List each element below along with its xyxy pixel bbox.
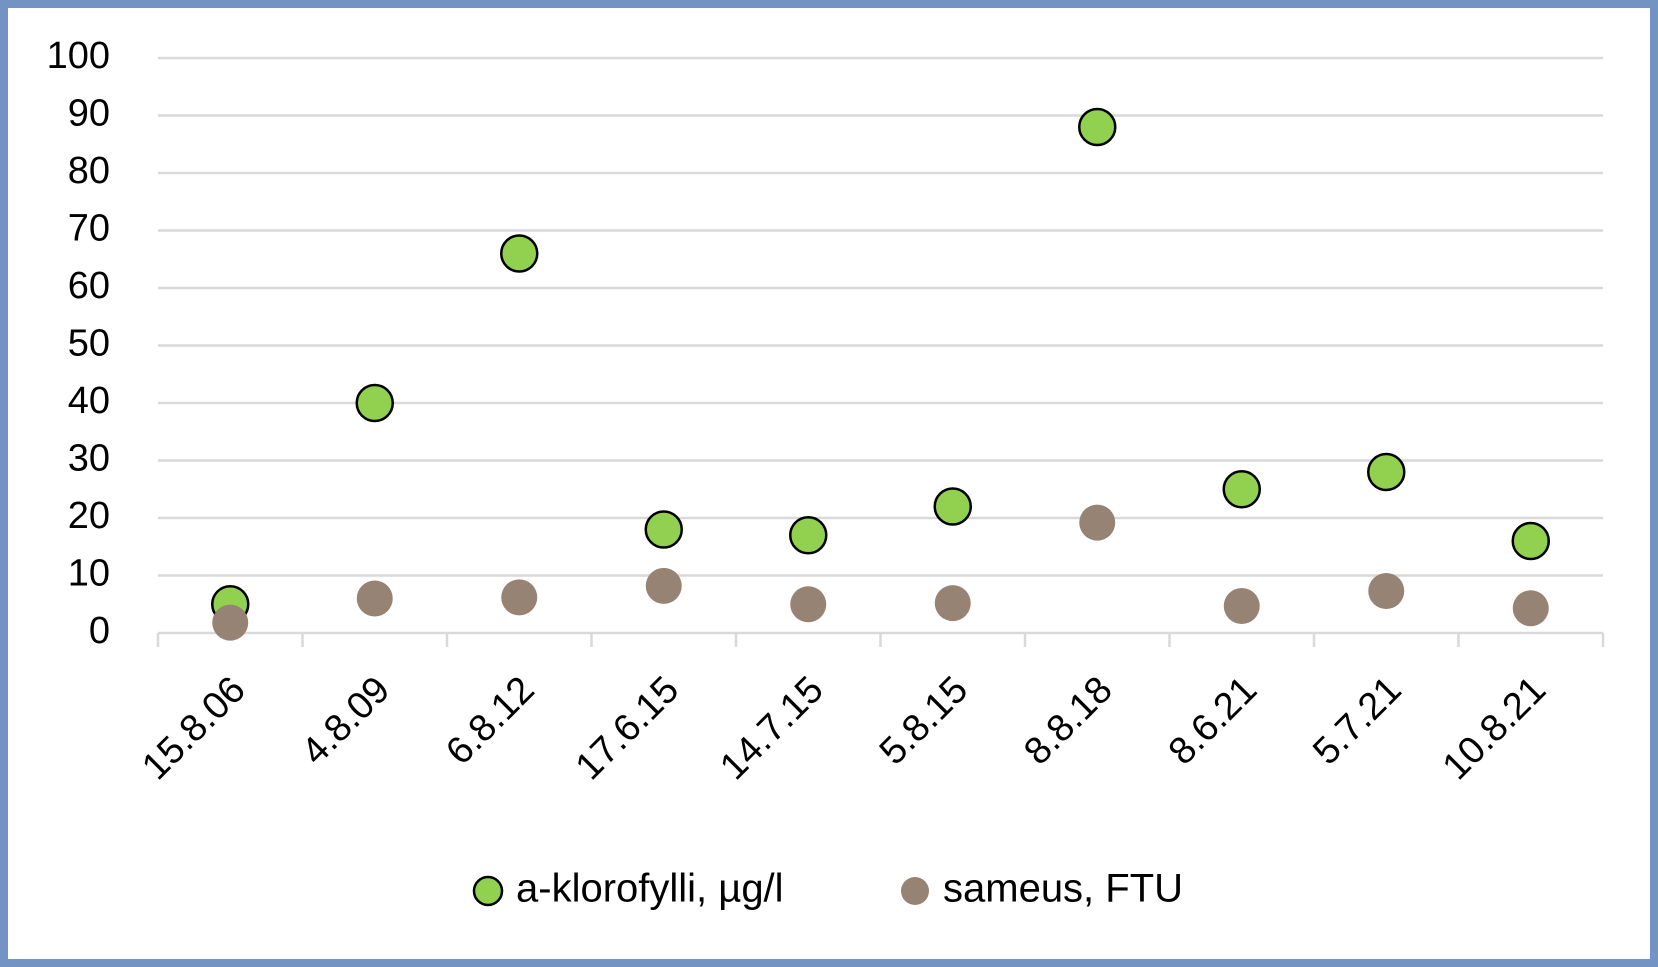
y-tick-label: 40: [68, 380, 110, 422]
point: [355, 383, 394, 423]
y-tick-label: 80: [68, 150, 110, 192]
point: [644, 510, 683, 549]
point: [501, 579, 538, 616]
y-tick-label: 70: [68, 208, 110, 250]
point: [934, 585, 971, 622]
y-tick-label: 60: [68, 265, 110, 307]
y-tick-label: 20: [68, 495, 110, 537]
point: [500, 234, 539, 273]
point: [1078, 107, 1117, 147]
point: [790, 586, 827, 623]
point: [1223, 587, 1260, 624]
y-tick-label: 100: [47, 35, 110, 77]
y-tick-label: 50: [68, 323, 110, 365]
point: [1079, 504, 1116, 541]
legend-label: a-klorofylli, µg/l: [516, 867, 784, 911]
point: [789, 516, 828, 555]
legend-marker: [901, 877, 929, 905]
legend-marker: [472, 875, 504, 907]
y-tick-label: 0: [89, 610, 110, 652]
point: [1367, 452, 1406, 492]
y-tick-label: 10: [68, 553, 110, 595]
point: [356, 580, 393, 617]
point: [1222, 470, 1261, 509]
point: [1512, 590, 1549, 627]
point: [1511, 521, 1550, 561]
point: [933, 487, 972, 526]
y-tick-label: 90: [68, 93, 110, 135]
point: [1368, 573, 1405, 610]
y-tick-label: 30: [68, 438, 110, 480]
point: [645, 567, 682, 604]
legend-label: sameus, FTU: [943, 867, 1183, 911]
point: [212, 604, 249, 641]
